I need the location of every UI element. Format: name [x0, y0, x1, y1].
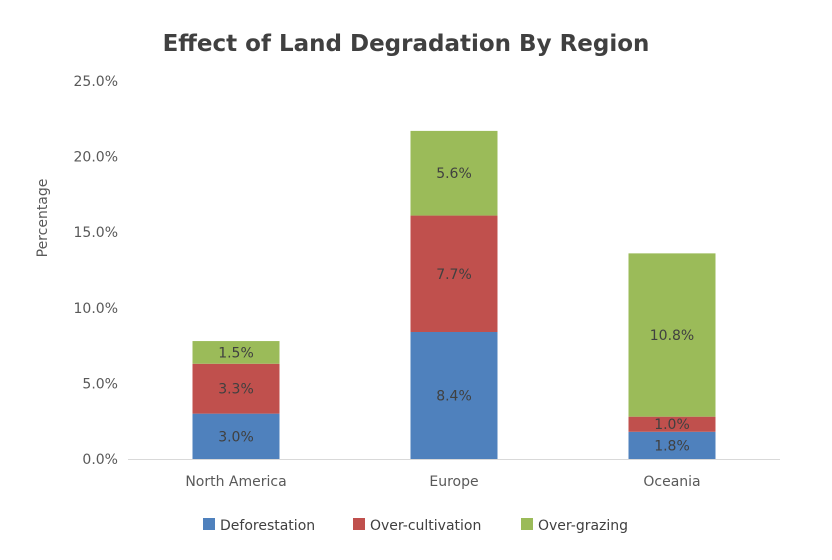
bar-segment — [192, 341, 280, 364]
bar-segment — [192, 413, 280, 459]
bar-segment — [410, 130, 498, 216]
chart-title: Effect of Land Degradation By Region — [163, 31, 650, 57]
y-tick-label: 0.0% — [82, 452, 118, 468]
y-tick-label: 5.0% — [82, 376, 118, 392]
y-tick-label: 20.0% — [74, 150, 118, 166]
bars: 3.0% 3.3% 1.5% 8.4% 7.7% 5.6% 1.8% 1.0% 10.8% — [192, 130, 716, 459]
x-axis-ticks: North America Europe Oceania — [185, 474, 700, 490]
legend: Deforestation Over-cultivation Over-grazin… — [203, 518, 628, 534]
bar-segment — [628, 253, 716, 417]
x-tick-label: North America — [185, 474, 286, 490]
data-label: 10.8% — [650, 328, 694, 344]
y-tick-label: 25.0% — [74, 74, 118, 90]
y-axis-ticks: 0.0% 5.0% 10.0% 15.0% 20.0% 25.0% — [74, 74, 118, 468]
data-label: 1.8% — [654, 438, 690, 454]
x-tick-label: Europe — [429, 474, 478, 490]
data-label: 7.7% — [436, 267, 472, 283]
y-axis-label: Percentage — [35, 179, 51, 258]
bar-segment — [628, 431, 716, 459]
legend-swatch — [353, 518, 365, 530]
legend-label: Over-grazing — [538, 518, 628, 534]
y-tick-label: 10.0% — [74, 301, 118, 317]
legend-swatch — [521, 518, 533, 530]
data-label: 8.4% — [436, 388, 472, 404]
data-label: 3.3% — [218, 382, 254, 398]
bar-segment — [192, 363, 280, 414]
data-label: 5.6% — [436, 166, 472, 182]
legend-label: Over-cultivation — [370, 518, 481, 534]
bar-segment — [410, 215, 498, 332]
legend-label: Deforestation — [220, 518, 315, 534]
data-label: 1.5% — [218, 345, 254, 361]
bar-segment — [410, 331, 498, 459]
legend-swatch — [203, 518, 215, 530]
bar-segment — [628, 416, 716, 432]
x-tick-label: Oceania — [643, 474, 700, 490]
data-label: 1.0% — [654, 417, 690, 433]
y-tick-label: 15.0% — [74, 225, 118, 241]
data-label: 3.0% — [218, 429, 254, 445]
